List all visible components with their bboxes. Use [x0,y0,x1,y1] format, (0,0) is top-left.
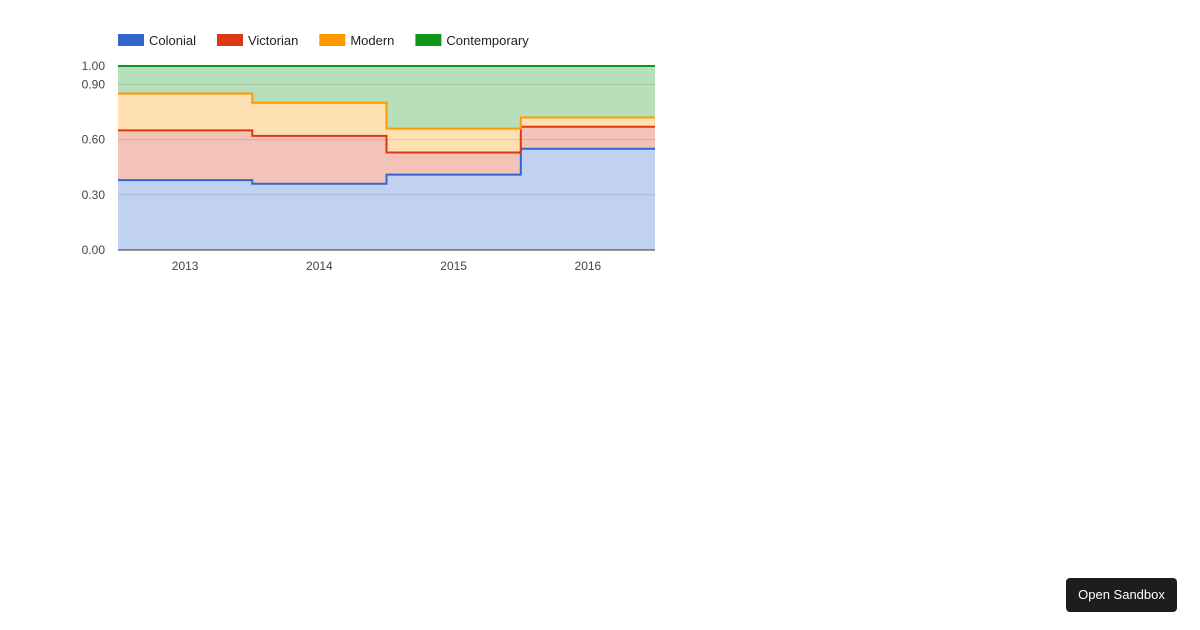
legend-label-3[interactable]: Contemporary [446,33,529,48]
y-tick-label-1: 0.30 [82,188,106,202]
area-0 [118,148,655,250]
x-tick-label-1: 2014 [306,259,333,273]
legend-swatch-1[interactable] [216,34,243,46]
series-line-1[interactable] [118,125,655,154]
y-tick-label-2: 0.60 [82,133,106,147]
legend-swatch-0[interactable] [118,34,144,46]
open-sandbox-button[interactable]: Open Sandbox [1066,578,1177,612]
legend-label-1[interactable]: Victorian [248,33,298,48]
legend-swatch-3[interactable] [415,34,442,46]
y-tick-label-3: 0.90 [82,77,106,91]
legend-label-2[interactable]: Modern [350,33,394,48]
x-tick-label-3: 2016 [575,259,602,273]
legend-label-0[interactable]: Colonial [149,33,196,48]
legend-swatch-2[interactable] [319,34,346,46]
area-3 [118,66,655,129]
x-tick-label-0: 2013 [172,259,199,273]
y-tick-label-4: 1.00 [82,59,106,73]
series-line-2[interactable] [118,92,655,130]
x-tick-label-2: 2015 [440,259,467,273]
y-tick-label-0: 0.00 [82,243,106,257]
